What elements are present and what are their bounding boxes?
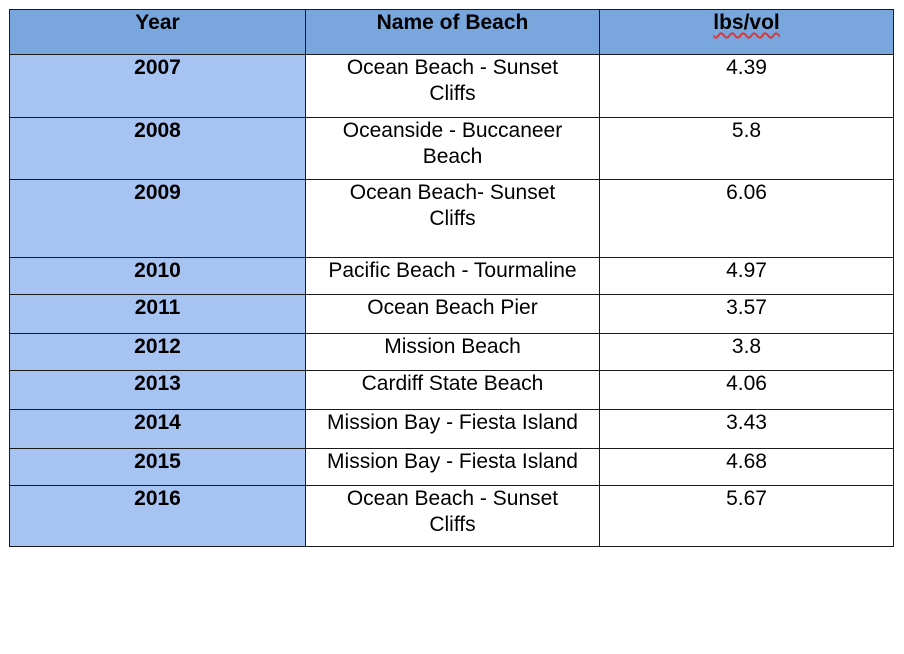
beach-name-cell: Ocean Beach - Sunset Cliffs xyxy=(305,485,600,547)
year-cell: 2012 xyxy=(9,333,306,371)
lbs-per-vol-cell: 5.8 xyxy=(599,117,894,180)
table-body: 2007 Ocean Beach - Sunset Cliffs 4.39 200… xyxy=(9,54,894,547)
table-row: 2009 Ocean Beach- Sunset Cliffs 6.06 xyxy=(9,179,894,258)
table-row: 2013 Cardiff State Beach 4.06 xyxy=(9,370,894,410)
beach-name-cell: Ocean Beach Pier xyxy=(305,294,600,334)
table-header: Year Name of Beach lbs/vol xyxy=(9,9,894,55)
lbs-per-vol-cell: 6.06 xyxy=(599,179,894,258)
beach-name-line: Beach xyxy=(422,145,483,168)
table-row: 2008 Oceanside - Buccaneer Beach 5.8 xyxy=(9,117,894,180)
table-row: 2007 Ocean Beach - Sunset Cliffs 4.39 xyxy=(9,54,894,118)
beach-name-cell: Mission Bay - Fiesta Island xyxy=(305,448,600,486)
year-cell: 2015 xyxy=(9,448,306,486)
header-lbs-per-vol-label: lbs/vol xyxy=(713,11,780,34)
lbs-per-vol-cell: 4.06 xyxy=(599,370,894,410)
year-cell: 2010 xyxy=(9,257,306,295)
lbs-per-vol-cell: 3.8 xyxy=(599,333,894,371)
beach-cleanup-table: Year Name of Beach lbs/vol 2007 Ocean Be… xyxy=(9,9,894,547)
year-cell: 2016 xyxy=(9,485,306,547)
year-cell: 2014 xyxy=(9,409,306,449)
table-row: 2014 Mission Bay - Fiesta Island 3.43 xyxy=(9,409,894,449)
year-cell: 2007 xyxy=(9,54,306,118)
header-year: Year xyxy=(9,9,306,55)
header-row: Year Name of Beach lbs/vol xyxy=(9,9,894,55)
beach-name-line: Cliffs xyxy=(429,207,476,230)
lbs-per-vol-cell: 4.68 xyxy=(599,448,894,486)
beach-name-cell: Mission Beach xyxy=(305,333,600,371)
header-lbs-per-vol: lbs/vol xyxy=(599,9,894,55)
beach-name-line: Cliffs xyxy=(429,513,476,536)
beach-name-cell: Ocean Beach- Sunset Cliffs xyxy=(305,179,600,258)
lbs-per-vol-cell: 3.43 xyxy=(599,409,894,449)
lbs-per-vol-cell: 4.97 xyxy=(599,257,894,295)
year-cell: 2011 xyxy=(9,294,306,334)
year-cell: 2009 xyxy=(9,179,306,258)
beach-name-cell: Cardiff State Beach xyxy=(305,370,600,410)
year-cell: 2008 xyxy=(9,117,306,180)
lbs-per-vol-cell: 5.67 xyxy=(599,485,894,547)
beach-name-line: Ocean Beach - Sunset xyxy=(346,56,559,79)
beach-name-cell: Pacific Beach - Tourmaline xyxy=(305,257,600,295)
table-row: 2010 Pacific Beach - Tourmaline 4.97 xyxy=(9,257,894,295)
beach-name-cell: Oceanside - Buccaneer Beach xyxy=(305,117,600,180)
table-row: 2016 Ocean Beach - Sunset Cliffs 5.67 xyxy=(9,485,894,547)
lbs-per-vol-cell: 4.39 xyxy=(599,54,894,118)
lbs-per-vol-cell: 3.57 xyxy=(599,294,894,334)
table-row: 2015 Mission Bay - Fiesta Island 4.68 xyxy=(9,448,894,486)
beach-name-cell: Mission Bay - Fiesta Island xyxy=(305,409,600,449)
beach-name-cell: Ocean Beach - Sunset Cliffs xyxy=(305,54,600,118)
beach-name-line: Cliffs xyxy=(429,82,476,105)
beach-name-line: Oceanside - Buccaneer xyxy=(342,119,563,142)
table-row: 2011 Ocean Beach Pier 3.57 xyxy=(9,294,894,334)
header-beach-name: Name of Beach xyxy=(305,9,600,55)
beach-name-line: Ocean Beach - Sunset xyxy=(346,487,559,510)
beach-name-line: Ocean Beach- Sunset xyxy=(349,181,556,204)
year-cell: 2013 xyxy=(9,370,306,410)
table-row: 2012 Mission Beach 3.8 xyxy=(9,333,894,371)
